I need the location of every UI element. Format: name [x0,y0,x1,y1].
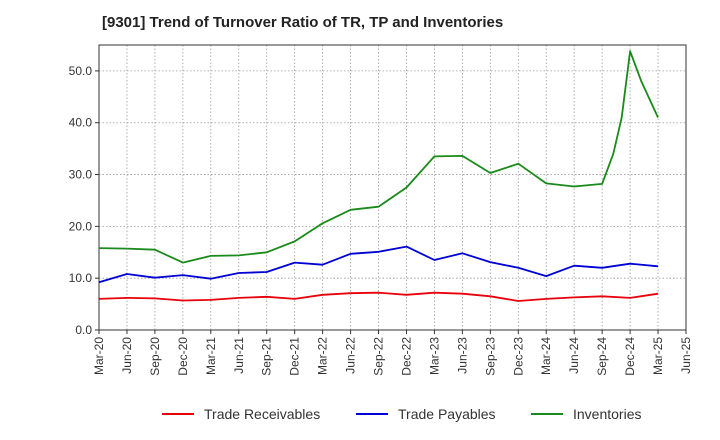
y-tick-label: 20.0 [69,219,93,233]
x-tick-label: Sep-24 [595,337,609,376]
x-tick-label: Mar-22 [316,337,330,375]
axis-layer: 0.0 10.0 20.0 30.0 40.0 50.0 Mar-20 Jun-20 Sep-2… [69,44,693,376]
x-tick-label: Dec-20 [176,337,190,376]
x-tick-label: Mar-20 [92,337,106,375]
x-tick-label: Sep-22 [372,337,386,376]
chart-title: [9301] Trend of Turnover Ratio of TR, TP… [102,14,504,31]
x-tick-label: Sep-20 [148,337,162,376]
y-tick-label: 0.0 [75,323,92,337]
series-line-inventories [98,50,659,264]
x-tick-label: Sep-21 [260,337,274,376]
y-tick-label: 30.0 [69,168,93,182]
x-tick-label: Jun-21 [232,337,246,374]
y-tick-label: 10.0 [69,271,93,285]
legend: Trade Receivables Trade Payables Inventori… [162,406,641,422]
y-tick-label: 40.0 [69,116,93,130]
x-tick-label: Jun-25 [679,337,693,374]
y-tick-label: 50.0 [69,64,93,78]
x-tick-label: Jun-24 [567,337,581,374]
x-tick-label: Mar-25 [651,337,665,375]
series-line-trade-receivables [98,291,659,302]
grid-layer [98,45,687,331]
plot-frame [98,44,687,331]
x-tick-label: Jun-20 [120,337,134,374]
legend-label-trade-payables: Trade Payables [398,406,496,422]
x-tick-label: Dec-24 [623,337,637,376]
x-tick-label: Sep-23 [483,337,497,376]
x-tick-label: Mar-24 [539,337,553,375]
legend-label-inventories: Inventories [573,406,641,422]
x-tick-label: Dec-23 [511,337,525,376]
x-tick-label: Jun-23 [455,337,469,374]
x-tick-label: Dec-22 [399,337,413,376]
series-line-trade-payables [98,245,659,284]
legend-label-trade-receivables: Trade Receivables [204,406,320,422]
x-tick-label: Jun-22 [344,337,358,374]
x-tick-label: Mar-23 [427,337,441,375]
series-layer [98,50,659,302]
x-tick-label: Mar-21 [204,337,218,375]
x-tick-label: Dec-21 [288,337,302,376]
